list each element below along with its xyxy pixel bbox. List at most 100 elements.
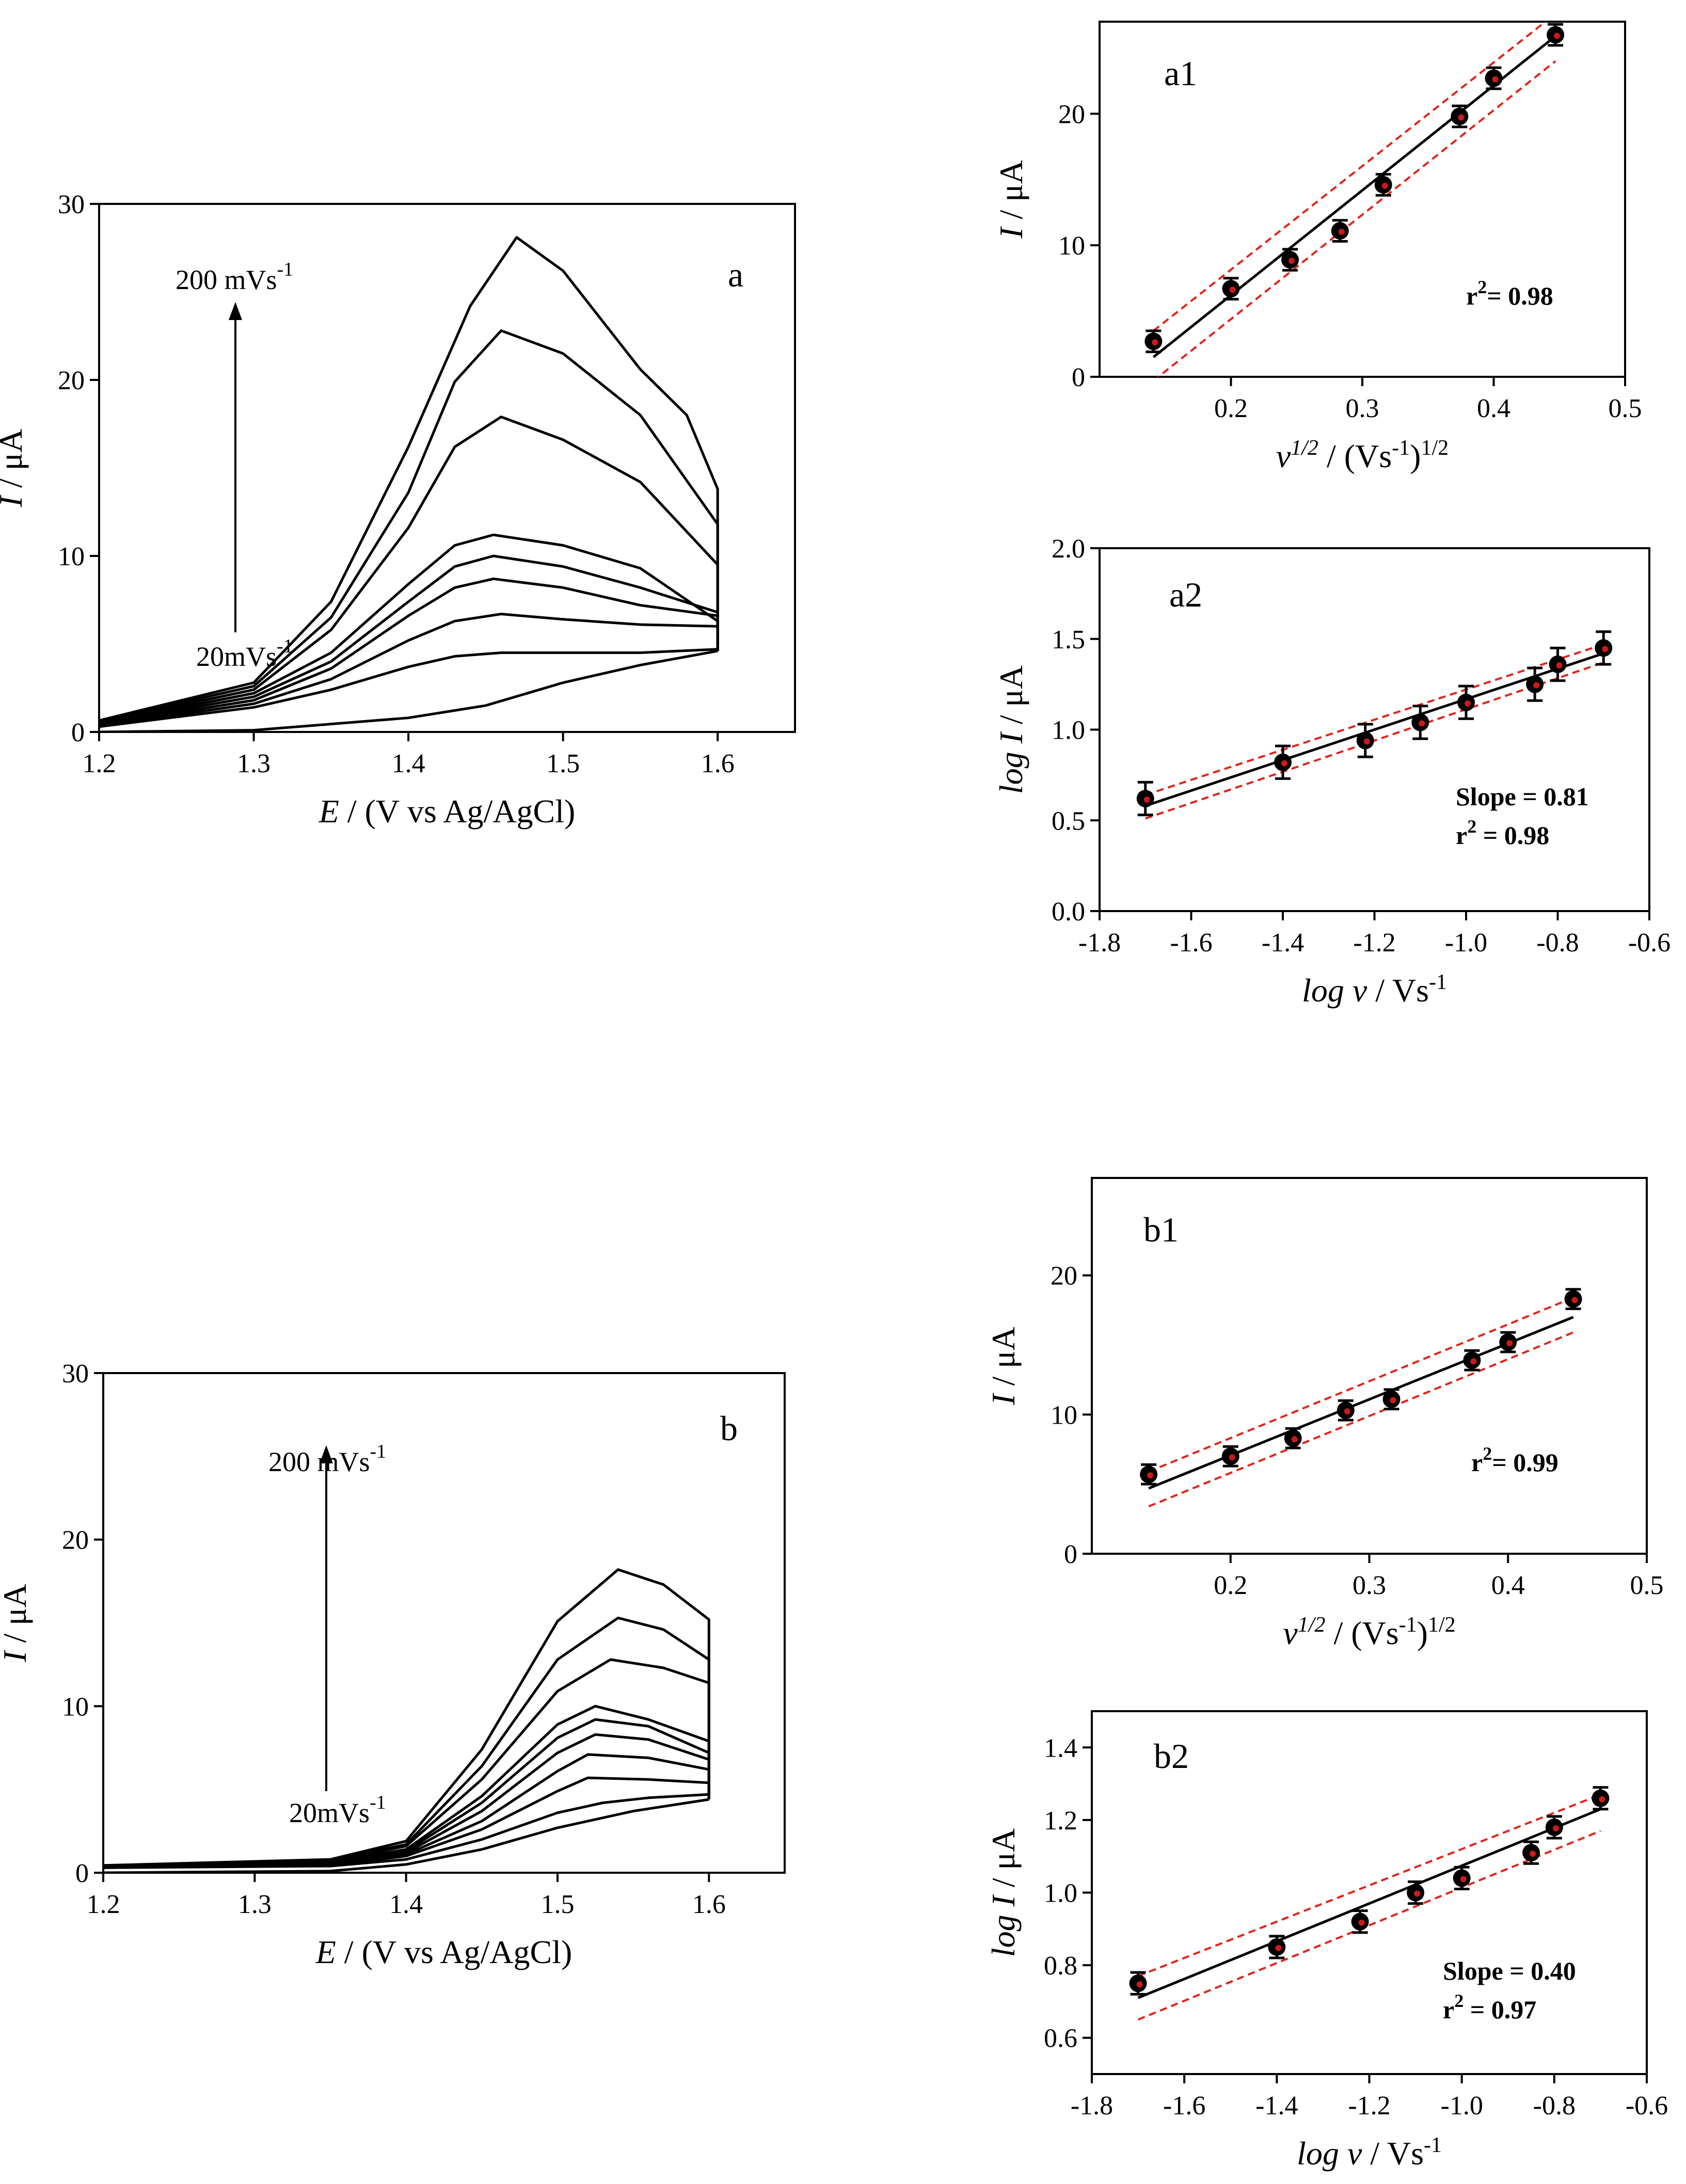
panel-label-b2: b2 — [1154, 1736, 1189, 1776]
x-tick-label-a1: 0.3 — [1346, 394, 1379, 423]
y-axis-label-a: I / μA — [0, 429, 29, 508]
x-tick-label-b2: -0.8 — [1533, 2091, 1576, 2121]
data-point-center — [1506, 1340, 1513, 1347]
y-tick-label-b2: 0.6 — [1044, 2024, 1077, 2053]
y-tick-label-a2: 1.5 — [1052, 625, 1085, 655]
data-point-center — [1358, 1919, 1365, 1926]
y-tick-label-b1: 0 — [1064, 1540, 1077, 1569]
cv-curve — [99, 577, 719, 726]
y-tick-label-b1: 10 — [1051, 1400, 1077, 1430]
data-point-center — [1229, 286, 1236, 293]
plot-area-a — [99, 236, 719, 732]
x-tick-label-a1: 0.5 — [1609, 394, 1642, 423]
cv-curve — [99, 554, 719, 726]
annotation-200mvs: 200 mVs-1 — [176, 259, 293, 295]
cv-curve — [103, 1616, 710, 1867]
arrow-head-icon — [229, 302, 242, 320]
cv-curve — [99, 613, 719, 727]
y-tick-label-b1: 20 — [1051, 1262, 1077, 1291]
y-axis-label-b1: I / μA — [985, 1327, 1022, 1406]
data-point-center — [1552, 1825, 1559, 1831]
plot-area-a2 — [1136, 630, 1613, 820]
stat-a2-2: r2 = 0.98 — [1456, 816, 1549, 850]
x-tick-label-a: 1.3 — [237, 749, 271, 778]
plot-area-b — [103, 1568, 710, 1873]
reverse-scan-curve — [103, 1798, 709, 1873]
x-tick-label-a2: -1.0 — [1445, 928, 1487, 958]
y-tick-label-a1: 0 — [1072, 363, 1085, 392]
confidence-band-lower — [1156, 60, 1556, 377]
y-axis-label-b: I / μA — [0, 1584, 33, 1663]
data-point-center — [1147, 1472, 1154, 1479]
panel-b1: 0.2 0.3 0.4 0.5 0 10 20 v1/2 / (Vs-1)1/2 I / μA b… — [985, 1177, 1664, 1651]
plot-frame-a — [98, 203, 796, 733]
y-tick-label-a: 30 — [58, 190, 85, 219]
x-tick-label-a2: -1.4 — [1262, 928, 1304, 958]
arrow-head-icon — [320, 1445, 333, 1463]
x-tick-label-b: 1.5 — [541, 1890, 575, 1919]
data-point-center — [1492, 76, 1499, 83]
x-tick-label-a: 1.4 — [392, 749, 425, 778]
stat-b2-2: r2 = 0.97 — [1443, 1990, 1536, 2024]
data-point-center — [1554, 33, 1561, 39]
x-tick-label-a: 1.6 — [701, 749, 735, 778]
data-point-center — [1414, 1890, 1421, 1897]
panel-label-a2: a2 — [1169, 575, 1202, 614]
y-tick-label-b2: 1.2 — [1044, 1806, 1077, 1836]
data-point-center — [1289, 258, 1295, 264]
y-tick-label-b2: 1.4 — [1044, 1733, 1077, 1763]
data-point-center — [1338, 229, 1345, 235]
x-tick-label-b2: -1.6 — [1163, 2091, 1205, 2121]
stat-b2-1: Slope = 0.40 — [1443, 1956, 1576, 1985]
data-point-center — [1533, 682, 1540, 689]
y-tick-label-a2: 2.0 — [1052, 534, 1085, 564]
data-point-center — [1571, 1297, 1578, 1303]
x-tick-label-b: 1.6 — [692, 1890, 726, 1919]
cv-curve — [99, 533, 719, 725]
data-point-center — [1599, 1796, 1605, 1803]
plot-area-a1 — [1144, 22, 1565, 377]
data-point-center — [1602, 646, 1609, 652]
panel-a: 1.2 1.3 1.4 1.5 1.6 0 10 20 30 E / (V vs Ag/AgCl)… — [0, 190, 796, 830]
y-tick-label-a: 10 — [58, 542, 85, 571]
x-axis-label-a1: v1/2 / (Vs-1)1/2 — [1276, 436, 1449, 474]
data-point-center — [1275, 1944, 1282, 1951]
x-tick-label-a2: -1.8 — [1078, 928, 1121, 958]
y-axis-label-b2: log I / μA — [985, 1828, 1022, 1957]
plot-area-b2 — [1129, 1786, 1610, 2021]
y-tick-label-b: 10 — [62, 1692, 89, 1721]
cv-curve — [103, 1704, 710, 1868]
x-tick-label-a1: 0.4 — [1477, 394, 1510, 423]
y-tick-label-b: 0 — [75, 1859, 89, 1888]
y-tick-label-a2: 1.0 — [1052, 716, 1085, 745]
data-point-center — [1152, 339, 1158, 346]
confidence-band-upper — [1145, 643, 1604, 796]
cv-curve — [99, 329, 719, 723]
cv-curve — [103, 1658, 710, 1868]
y-tick-label-a: 0 — [71, 718, 85, 747]
data-point-center — [1363, 738, 1370, 745]
panel-label-a: a — [728, 255, 743, 294]
data-point-center — [1390, 1397, 1396, 1404]
x-axis-label-b1: v1/2 / (Vs-1)1/2 — [1283, 1613, 1455, 1651]
y-tick-label-b: 30 — [62, 1359, 89, 1389]
y-tick-label-b2: 1.0 — [1044, 1879, 1077, 1908]
regression-line — [1144, 652, 1604, 807]
x-axis-label-b: E / (V vs Ag/AgCl) — [315, 1934, 572, 1970]
data-point-center — [1344, 1408, 1350, 1415]
plot-frame-b — [102, 1372, 786, 1874]
data-point-center — [1381, 182, 1388, 189]
data-point-center — [1291, 1436, 1298, 1443]
panel-label-a1: a1 — [1164, 54, 1197, 93]
x-tick-label-b: 1.3 — [238, 1890, 272, 1919]
y-tick-label-b2: 0.8 — [1044, 1951, 1077, 1981]
confidence-band-upper — [1148, 1297, 1574, 1473]
confidence-band-upper — [1153, 22, 1547, 332]
annotation-20mvs: 20mVs-1 — [196, 635, 293, 672]
confidence-band-lower — [1145, 661, 1604, 820]
data-point-center — [1419, 720, 1425, 727]
stat-a2-1: Slope = 0.81 — [1456, 782, 1589, 811]
plot-area-b1 — [1140, 1288, 1582, 1508]
data-point-center — [1458, 114, 1465, 121]
x-tick-label-a: 1.5 — [546, 749, 580, 778]
